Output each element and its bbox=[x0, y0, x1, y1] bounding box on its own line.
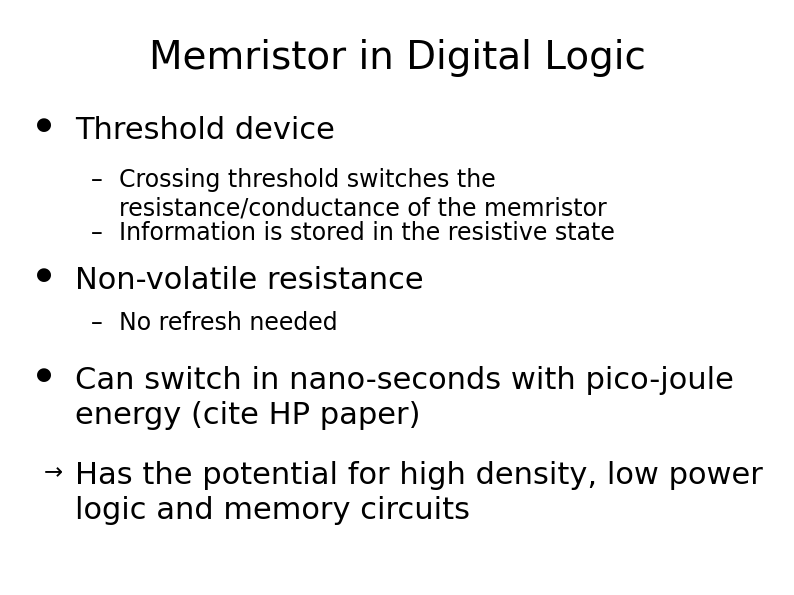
Text: –: – bbox=[91, 168, 103, 192]
Text: →: → bbox=[44, 461, 63, 484]
Text: Can switch in nano-seconds with pico-joule
energy (cite HP paper): Can switch in nano-seconds with pico-jou… bbox=[75, 366, 734, 430]
Text: Threshold device: Threshold device bbox=[75, 116, 335, 145]
Text: Non-volatile resistance: Non-volatile resistance bbox=[75, 266, 424, 295]
Text: Crossing threshold switches the
resistance/conductance of the memristor: Crossing threshold switches the resistan… bbox=[119, 168, 607, 221]
Text: No refresh needed: No refresh needed bbox=[119, 311, 337, 334]
Text: –: – bbox=[91, 221, 103, 245]
Text: ●: ● bbox=[36, 116, 52, 134]
Text: ●: ● bbox=[36, 366, 52, 384]
Text: –: – bbox=[91, 311, 103, 334]
Text: Has the potential for high density, low power
logic and memory circuits: Has the potential for high density, low … bbox=[75, 461, 763, 525]
Text: Information is stored in the resistive state: Information is stored in the resistive s… bbox=[119, 221, 615, 245]
Text: Memristor in Digital Logic: Memristor in Digital Logic bbox=[148, 39, 646, 77]
Text: ●: ● bbox=[36, 266, 52, 284]
